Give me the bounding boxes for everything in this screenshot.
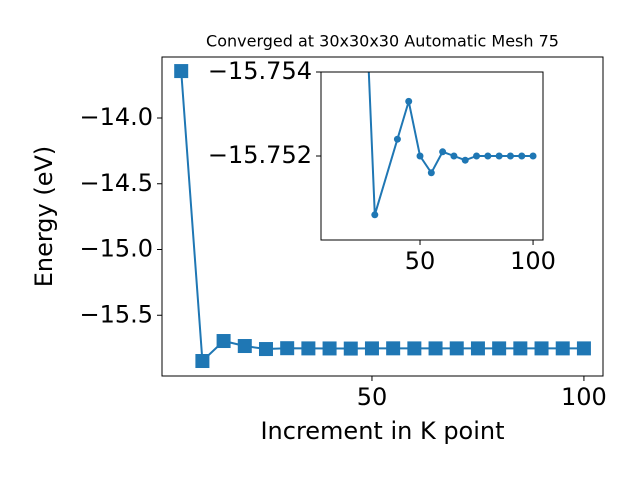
marker (473, 152, 481, 160)
y-tick-label: −14.5 (79, 169, 153, 197)
marker (386, 341, 401, 356)
y-axis-label: Energy (eV) (30, 146, 58, 288)
marker (439, 148, 447, 156)
x-tick-label: 50 (405, 247, 436, 275)
plot-layer (367, 72, 537, 219)
marker (237, 339, 252, 354)
marker (301, 341, 316, 356)
marker (495, 152, 503, 160)
marker (258, 342, 273, 357)
marker (518, 152, 526, 160)
marker (534, 341, 549, 356)
marker (174, 64, 189, 79)
y-tick-label: −15.5 (79, 300, 153, 328)
marker (513, 341, 528, 356)
marker (529, 152, 537, 160)
x-tick-label: 100 (510, 247, 556, 275)
marker (216, 334, 231, 349)
marker (427, 169, 435, 177)
marker (407, 341, 422, 356)
marker (484, 152, 492, 160)
marker (322, 341, 337, 356)
marker (416, 152, 424, 160)
marker (280, 341, 295, 356)
x-axis-label: Increment in K point (260, 417, 504, 445)
marker (405, 97, 413, 105)
marker (393, 135, 401, 143)
marker (195, 354, 210, 369)
marker (492, 341, 507, 356)
marker (364, 341, 379, 356)
marker (555, 341, 570, 356)
marker (450, 152, 458, 160)
y-tick-label: −15.754 (208, 57, 312, 85)
marker (470, 341, 485, 356)
x-tick-label: 100 (561, 383, 607, 411)
y-tick-label: −15.0 (79, 235, 153, 263)
marker (343, 341, 358, 356)
marker (371, 211, 379, 219)
marker (449, 341, 464, 356)
marker (461, 156, 469, 164)
y-tick-label: −14.0 (79, 103, 153, 131)
x-tick-label: 50 (357, 383, 388, 411)
marker (576, 341, 591, 356)
marker (428, 341, 443, 356)
marker (506, 152, 514, 160)
y-tick-label: −15.752 (208, 141, 312, 169)
chart-title: Converged at 30x30x30 Automatic Mesh 75 (206, 32, 559, 51)
axes-frame (161, 56, 604, 377)
plot-layer (174, 64, 591, 369)
